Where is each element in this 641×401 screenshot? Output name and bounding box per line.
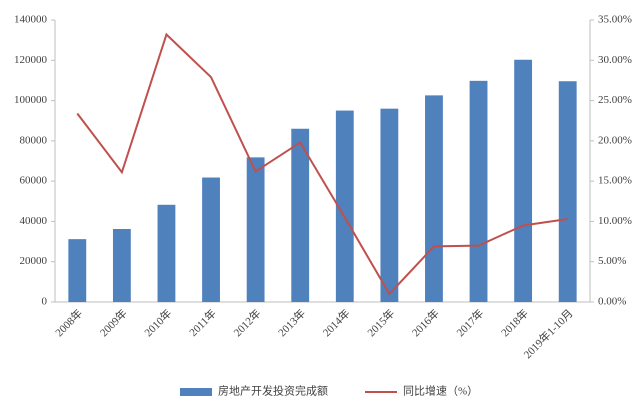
bar (157, 204, 176, 302)
y-tick-label: 20000 (20, 255, 48, 267)
legend-label: 同比增速（%） (403, 384, 478, 398)
bar (246, 157, 265, 302)
y-tick-label: 0 (42, 296, 48, 308)
y2-tick-label: 30.00% (598, 54, 632, 66)
bar (425, 95, 443, 302)
y2-tick-label: 35.00% (598, 14, 632, 26)
y2-tick-label: 0.00% (598, 296, 626, 308)
bar (68, 239, 87, 302)
x-tick-label: 2015年 (364, 306, 397, 339)
bar (558, 81, 577, 302)
y-tick-label: 60000 (20, 175, 48, 187)
x-tick-label: 2010年 (141, 306, 174, 339)
x-tick-label: 2009年 (97, 306, 130, 339)
y2-tick-label: 10.00% (598, 215, 632, 227)
x-tick-label: 2013年 (275, 306, 308, 339)
y-tick-label: 140000 (14, 14, 48, 26)
y-tick-label: 100000 (14, 94, 48, 106)
x-tick-label: 2017年 (453, 306, 486, 339)
x-tick-label: 2016年 (409, 306, 442, 339)
y-tick-label: 40000 (20, 215, 48, 227)
y2-tick-label: 25.00% (598, 94, 632, 106)
legend-swatch (180, 388, 212, 396)
bar (514, 59, 533, 303)
x-tick-label: 2014年 (319, 306, 352, 339)
y-tick-label: 120000 (14, 54, 48, 66)
line (76, 32, 568, 296)
bar (112, 228, 131, 302)
legend-label: 房地产开发投资完成额 (218, 384, 328, 398)
bar (202, 177, 220, 302)
bar (380, 108, 399, 302)
x-tick-label: 2008年 (52, 306, 85, 339)
bar (291, 128, 310, 302)
x-tick-label: 2011年 (186, 306, 219, 339)
bar (335, 110, 354, 302)
y-tick-label: 80000 (20, 134, 48, 146)
x-tick-label: 2012年 (230, 306, 263, 339)
y2-tick-label: 20.00% (598, 134, 632, 146)
bar (469, 80, 488, 303)
y2-tick-label: 5.00% (598, 255, 626, 267)
x-tick-label: 2018年 (498, 306, 531, 339)
y2-tick-label: 15.00% (598, 175, 632, 187)
